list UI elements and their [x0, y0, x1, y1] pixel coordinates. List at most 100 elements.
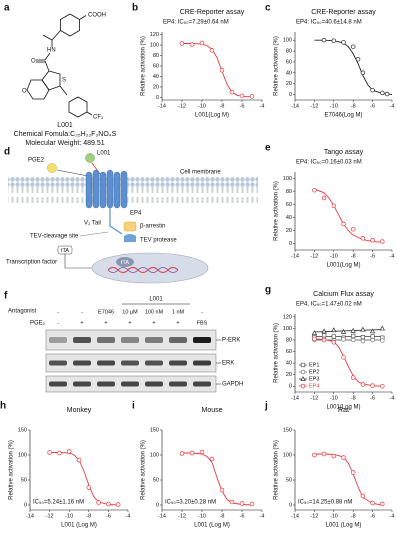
point	[360, 334, 366, 340]
point	[311, 330, 318, 336]
legend-marker	[300, 362, 306, 368]
chart: e Tango assay EP4: IC₅₀=0.16±0.03 nM 0 20 40 6…	[265, 143, 394, 269]
panel-label: d	[4, 147, 10, 158]
tail-label: V₂ Tail	[84, 221, 101, 227]
y-tick-label: 100	[150, 452, 159, 458]
point	[312, 336, 317, 342]
x-tick-label: -12	[310, 513, 318, 519]
y-tick-label: 150	[18, 427, 27, 433]
lane-label: +	[80, 320, 83, 326]
point	[209, 48, 215, 53]
y-tick-label: 100	[150, 43, 159, 49]
y-tick-label: 40	[286, 70, 292, 76]
y-tick-label: 20	[153, 84, 159, 90]
x-tick-label: -14	[158, 103, 166, 109]
dna	[107, 267, 179, 273]
lane-label: -	[201, 309, 203, 315]
point	[249, 501, 255, 507]
point	[86, 485, 92, 490]
ring	[41, 70, 61, 91]
point	[370, 383, 375, 388]
x-tick-label: -12	[178, 103, 186, 109]
point	[380, 501, 385, 507]
band	[49, 381, 67, 387]
protease-label: TEV protease	[140, 238, 177, 244]
arrestin	[123, 221, 137, 232]
fit-line	[49, 452, 119, 506]
point	[341, 221, 346, 227]
lane-label: +	[176, 320, 179, 326]
x-tick-label: -12	[310, 395, 318, 401]
x-tick-label: -14	[291, 513, 299, 519]
point	[239, 501, 245, 506]
chart-title: Mouse	[201, 407, 222, 414]
dna	[107, 266, 179, 274]
row-label: PGE₂	[30, 321, 46, 327]
x-tick-label: -6	[370, 395, 375, 401]
x-tick-label: -10	[198, 103, 206, 109]
y-axis-label: Relative activation (%)	[274, 36, 280, 96]
y-tick-label: 60	[286, 202, 292, 208]
x-tick-label: -8	[220, 513, 225, 519]
atom: O	[31, 59, 36, 65]
x-tick-label: -8	[220, 103, 225, 109]
point	[350, 44, 356, 49]
y-tick-label: 80	[286, 189, 292, 195]
legend-marker	[300, 383, 306, 389]
bond	[79, 15, 87, 20]
bond	[44, 52, 51, 61]
lane-label: 1 nM	[172, 309, 185, 315]
panel-label: a	[4, 3, 10, 14]
panel-d: d PGE2 L001 Cell membrane EP4 V₂ Tail TE…	[4, 147, 258, 284]
point	[321, 451, 327, 457]
x-tick-label: -12	[310, 253, 318, 259]
band	[169, 381, 187, 387]
x-axis-label: L001 (Log M)	[326, 523, 362, 529]
y-axis-label: Relative activation (%)	[274, 323, 280, 383]
point	[199, 449, 205, 455]
x-tick-label: -14	[158, 513, 166, 519]
point	[370, 238, 375, 243]
band-label: ERK	[222, 361, 234, 367]
panel-label: g	[265, 285, 271, 296]
lane-label: -	[57, 309, 59, 315]
chart-title: CRE-Reporter assay	[180, 9, 245, 16]
point	[370, 87, 375, 93]
y-tick-label: 20	[286, 81, 292, 87]
x-tick-label: -4	[260, 103, 265, 109]
y-tick-label: 60	[286, 59, 292, 65]
band	[49, 337, 67, 343]
annotation: EP4: IC₅₀=7.29±0.64 nM	[163, 20, 229, 26]
x-tick-label: -10	[330, 513, 338, 519]
y-tick-label: 60	[153, 63, 159, 69]
legend-label: EP2	[309, 369, 319, 375]
bond	[51, 30, 61, 41]
x-tick-label: -4	[260, 513, 265, 519]
receptor-label: EP4	[130, 211, 142, 217]
point	[321, 37, 327, 43]
point	[331, 327, 337, 333]
lane-label: +	[152, 320, 155, 326]
point	[350, 226, 356, 232]
point	[341, 355, 346, 360]
x-tick-label: -4	[390, 395, 395, 401]
chart: b CRE-Reporter assay EP4: IC₅₀=7.29±0.64 n…	[132, 3, 264, 119]
panel-label: j	[264, 401, 268, 412]
point	[360, 382, 366, 387]
point	[370, 337, 375, 343]
y-tick-label: 20	[286, 228, 292, 234]
y-tick-label: 0	[289, 502, 292, 508]
x-axis-label: L001 (Log M)	[194, 523, 230, 529]
band	[193, 381, 211, 387]
point	[321, 328, 327, 334]
point	[360, 493, 366, 499]
chart-title: Calcium Flux assay	[313, 291, 374, 298]
point	[66, 449, 72, 454]
annotation: IC₅₀=5.24±1.16 nM	[33, 500, 84, 506]
x-tick-label: -14	[291, 253, 299, 259]
point	[350, 327, 356, 333]
group-label: L001	[149, 297, 163, 303]
point	[380, 90, 385, 96]
x-axis-label: E7046(Log M)	[324, 113, 362, 119]
y-tick-label: 0	[156, 95, 159, 101]
